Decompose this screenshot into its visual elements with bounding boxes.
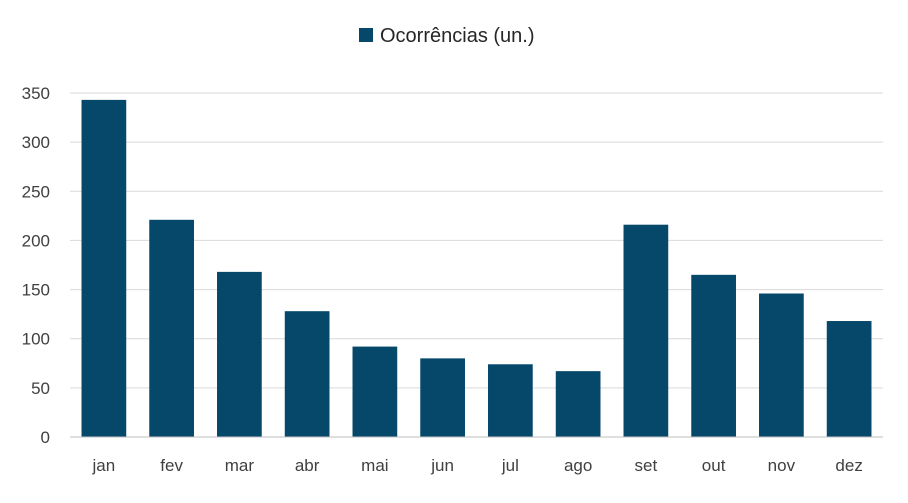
x-tick-label: fev (160, 456, 183, 475)
bar-abr (284, 311, 330, 437)
x-tick-label: mar (225, 456, 255, 475)
legend-swatch (359, 28, 373, 42)
bar-jan (81, 99, 127, 437)
x-tick-label: out (702, 456, 726, 475)
bar-nov (759, 293, 804, 437)
legend: Ocorrências (un.) (359, 25, 535, 47)
gridlines (70, 92, 883, 389)
x-tick-label: mai (361, 456, 388, 475)
y-tick-label: 0 (41, 428, 50, 447)
bar-dez (826, 321, 872, 437)
x-tick-label: jun (430, 456, 454, 475)
y-tick-label: 250 (22, 182, 50, 201)
x-tick-label: jul (501, 456, 519, 475)
y-tick-label: 200 (22, 231, 50, 250)
y-tick-label: 50 (31, 379, 50, 398)
y-tick-label: 300 (22, 133, 50, 152)
x-tick-label: dez (835, 456, 862, 475)
bar-ago (555, 371, 601, 437)
bars (81, 99, 872, 437)
x-tick-label: abr (295, 456, 320, 475)
legend-label: Ocorrências (un.) (380, 25, 535, 47)
bar-jul (488, 364, 533, 437)
y-tick-label: 150 (22, 281, 50, 300)
y-tick-label: 100 (22, 330, 50, 349)
bar-mai (352, 346, 398, 437)
x-tick-label: ago (564, 456, 592, 475)
x-tick-label: nov (768, 456, 796, 475)
bar-mar (217, 271, 262, 437)
y-tick-label: 350 (22, 84, 50, 103)
bar-jun (420, 358, 465, 437)
x-axis-tick-labels: jan fev mar abr mai jun jul ago set out nov dez (92, 456, 863, 475)
x-tick-label: jan (92, 456, 116, 475)
bar-set (623, 224, 669, 437)
bar-out (691, 274, 736, 437)
x-tick-label: set (635, 456, 658, 475)
bar-fev (149, 219, 194, 437)
y-axis-tick-labels: 0 50 100 150 200 250 300 350 (22, 84, 50, 447)
